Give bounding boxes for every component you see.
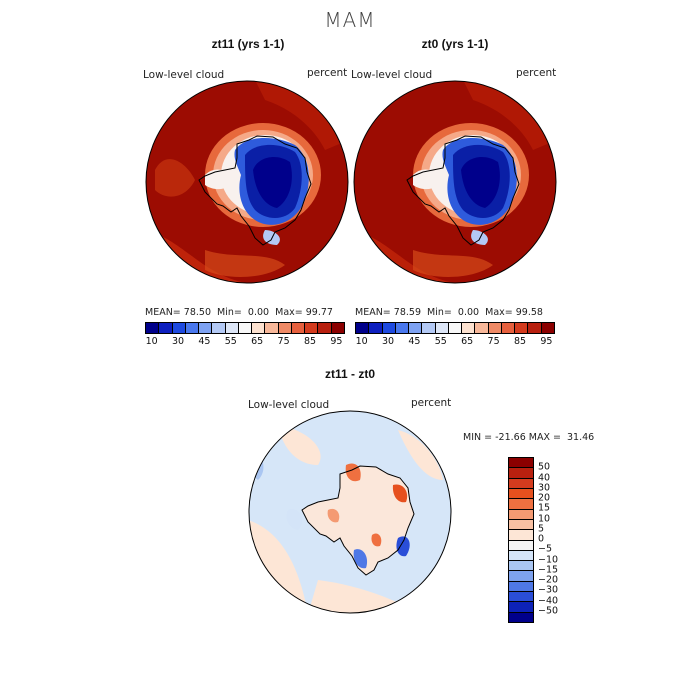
colorbar-swatch: [369, 323, 383, 333]
colorbar-swatch: [146, 323, 160, 333]
colorbar-tick-label: 55: [224, 336, 237, 347]
colorbar-swatch: [159, 323, 173, 333]
panel-2-colorbar: [355, 322, 555, 334]
diff-colorbar-tick-label: 20: [538, 492, 551, 504]
colorbar-swatch: [475, 323, 489, 333]
diff-colorbar-tick-label: 0: [538, 533, 545, 545]
colorbar-tick-label: 95: [330, 336, 343, 347]
diff-colorbar-swatch: [509, 581, 533, 593]
diff-panel-units-label: percent: [411, 397, 452, 409]
diff-colorbar-tick-label: −20: [538, 574, 559, 586]
colorbar-swatch: [278, 323, 292, 333]
panel-1-stats: MEAN= 78.50 Min= 0.00 Max= 99.77: [145, 307, 333, 318]
diff-colorbar-swatch: [509, 602, 533, 613]
colorbar-swatch: [172, 323, 186, 333]
colorbar-swatch: [199, 323, 213, 333]
diff-colorbar-swatch: [509, 468, 533, 479]
colorbar-swatch: [225, 323, 239, 333]
panel-2-colorbar-ticks: 10 30 45 55 65 75 85 95: [355, 336, 553, 348]
diff-panel-minmax: MIN = -21.66 MAX = 31.46: [463, 432, 595, 443]
diff-colorbar-tick-label: 10: [538, 513, 551, 524]
diff-colorbar-swatch: [509, 458, 533, 469]
panel-2-stats: MEAN= 78.59 Min= 0.00 Max= 99.58: [355, 307, 543, 318]
diff-colorbar-swatch: [509, 550, 533, 562]
diff-colorbar-tick-label: −50: [538, 605, 559, 617]
colorbar-tick-label: 10: [145, 336, 158, 347]
colorbar-swatch: [238, 323, 253, 333]
colorbar-swatch: [501, 323, 516, 333]
diff-colorbar-swatch: [509, 561, 533, 572]
colorbar-swatch: [305, 323, 319, 333]
diff-colorbar-swatch: [509, 592, 533, 603]
diff-colorbar-swatch: [509, 509, 533, 520]
colorbar-swatch: [422, 323, 436, 333]
colorbar-swatch: [435, 323, 449, 333]
colorbar-tick-label: 85: [513, 336, 527, 347]
colorbar-tick-label: 30: [171, 336, 185, 347]
diff-colorbar-swatch: [509, 499, 533, 510]
panel-2-title: zt0 (yrs 1-1): [421, 37, 489, 51]
diff-colorbar: [508, 457, 534, 623]
diff-colorbar-swatch: [509, 478, 533, 489]
colorbar-swatch: [409, 323, 423, 333]
panel-1-colorbar: [145, 322, 345, 334]
diff-colorbar-tick-label: −10: [538, 554, 559, 565]
panel-1-title: zt11 (yrs 1-1): [211, 37, 285, 51]
panel-2-variable-label: Low-level cloud: [351, 69, 433, 81]
diff-colorbar-swatch: [509, 530, 533, 541]
diff-colorbar-swatch: [509, 540, 533, 551]
colorbar-swatch: [395, 323, 410, 333]
colorbar-swatch: [331, 323, 344, 333]
colorbar-tick-label: 45: [198, 336, 211, 347]
diff-colorbar-tick-label: −40: [538, 595, 559, 606]
colorbar-tick-label: 45: [408, 336, 421, 347]
diff-colorbar-swatch: [509, 519, 533, 531]
colorbar-tick-label: 75: [487, 336, 500, 347]
colorbar-tick-label: 75: [277, 336, 290, 347]
colorbar-swatch: [541, 323, 554, 333]
diff-colorbar-ticks: 50 40 30 20 15 10 5 0 −5 −10 −15 −20 −30 −40 −50: [538, 457, 578, 621]
colorbar-swatch: [318, 323, 332, 333]
colorbar-swatch: [356, 323, 370, 333]
diff-panel-title: zt11 - zt0: [324, 367, 375, 381]
figure-title: MAM: [324, 8, 376, 32]
diff-colorbar-tick-label: 40: [538, 472, 551, 483]
colorbar-swatch: [382, 323, 396, 333]
panel-2-units-label: percent: [516, 67, 557, 79]
colorbar-swatch: [462, 323, 476, 333]
colorbar-swatch: [265, 323, 279, 333]
diff-colorbar-swatch: [509, 571, 533, 582]
diff-panel-variable-label: Low-level cloud: [248, 399, 330, 411]
colorbar-swatch: [488, 323, 502, 333]
panel-1-variable-label: Low-level cloud: [143, 69, 225, 81]
colorbar-swatch: [252, 323, 266, 333]
diff-colorbar-tick-label: −5: [538, 543, 553, 555]
colorbar-swatch: [291, 323, 306, 333]
diff-colorbar-tick-label: −15: [538, 564, 559, 576]
diff-colorbar-tick-label: 15: [538, 502, 551, 514]
diff-colorbar-tick-label: −30: [538, 584, 559, 596]
colorbar-tick-label: 55: [434, 336, 447, 347]
colorbar-tick-label: 65: [251, 336, 264, 347]
panel-1-map: [145, 80, 349, 284]
colorbar-swatch: [185, 323, 200, 333]
panel-1-colorbar-ticks: 10 30 45 55 65 75 85 95: [145, 336, 343, 348]
colorbar-tick-label: 10: [355, 336, 368, 347]
diff-panel-map: [248, 410, 452, 614]
diff-colorbar-tick-label: 50: [538, 461, 551, 473]
diff-colorbar-tick-label: 30: [538, 482, 551, 494]
diff-colorbar-swatch: [509, 612, 533, 622]
colorbar-tick-label: 30: [381, 336, 395, 347]
diff-colorbar-tick-label: 5: [538, 523, 545, 535]
panel-1-units-label: percent: [307, 67, 348, 79]
colorbar-swatch: [448, 323, 463, 333]
panel-2-map: [353, 80, 557, 284]
colorbar-swatch: [528, 323, 542, 333]
colorbar-swatch: [212, 323, 226, 333]
colorbar-tick-label: 65: [461, 336, 474, 347]
colorbar-swatch: [515, 323, 529, 333]
diff-colorbar-swatch: [509, 488, 533, 500]
colorbar-tick-label: 85: [303, 336, 317, 347]
colorbar-tick-label: 95: [540, 336, 553, 347]
